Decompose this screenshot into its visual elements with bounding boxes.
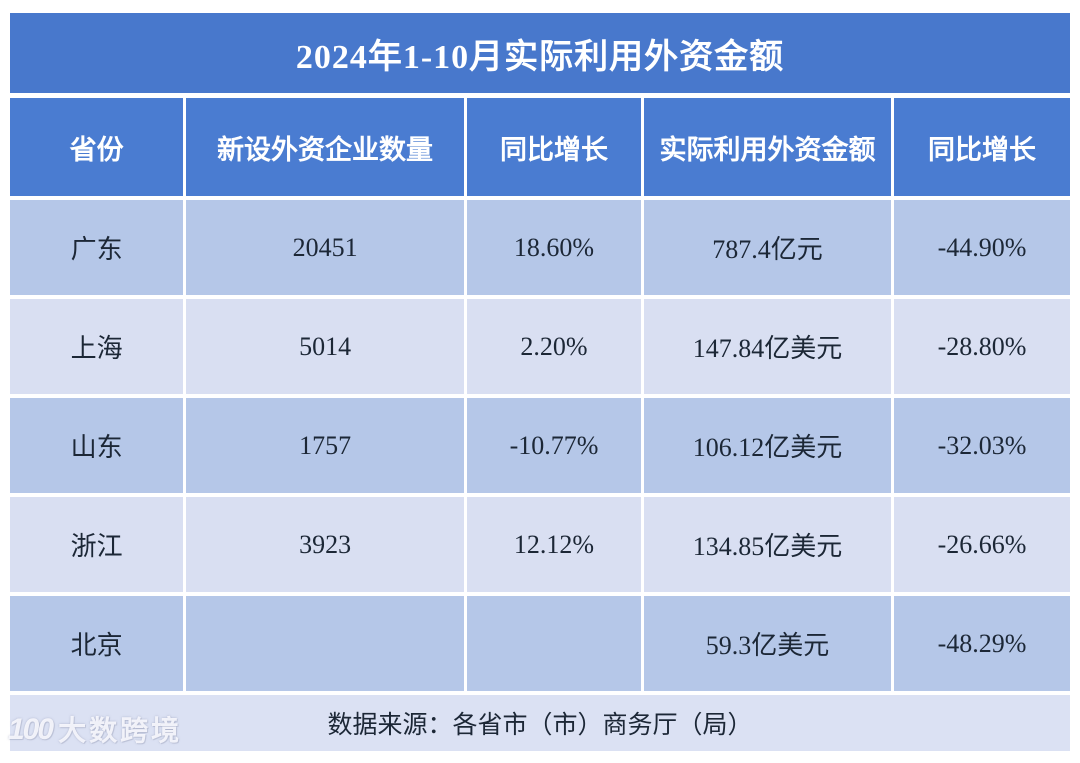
cell-province: 上海 (10, 299, 184, 394)
cell-utilized-capital: 59.3亿美元 (644, 596, 891, 691)
data-source-note: 数据来源：各省市（市）商务厅（局） (10, 695, 1070, 751)
col-header-new-enterprises: 新设外资企业数量 (186, 98, 464, 196)
table-header-row: 省份 新设外资企业数量 同比增长 实际利用外资金额 同比增长 (10, 98, 1071, 196)
cell-province: 浙江 (10, 497, 184, 592)
cell-yoy-growth-capital: -26.66% (893, 497, 1071, 592)
col-header-province: 省份 (10, 98, 184, 196)
cell-new-enterprises (186, 596, 464, 691)
table-row-guangdong: 广东 20451 18.60% 787.4亿元 -44.90% (10, 200, 1071, 295)
cell-utilized-capital: 134.85亿美元 (644, 497, 891, 592)
table-row-shandong: 山东 1757 -10.77% 106.12亿美元 -32.03% (10, 398, 1071, 493)
table-row-zhejiang: 浙江 3923 12.12% 134.85亿美元 -26.66% (10, 497, 1071, 592)
col-header-yoy-growth-capital: 同比增长 (893, 98, 1071, 196)
cell-utilized-capital: 147.84亿美元 (644, 299, 891, 394)
cell-yoy-growth-enterprises: 18.60% (466, 200, 642, 295)
cell-province: 北京 (10, 596, 184, 691)
cell-utilized-capital: 787.4亿元 (644, 200, 891, 295)
cell-new-enterprises: 20451 (186, 200, 464, 295)
cell-yoy-growth-capital: -48.29% (893, 596, 1071, 691)
cell-yoy-growth-capital: -32.03% (893, 398, 1071, 493)
page-title: 2024年1-10月实际利用外资金额 (10, 13, 1070, 93)
col-header-utilized-capital: 实际利用外资金额 (644, 98, 891, 196)
cell-yoy-growth-enterprises: 2.20% (466, 299, 642, 394)
cell-province: 山东 (10, 398, 184, 493)
cell-yoy-growth-enterprises: 12.12% (466, 497, 642, 592)
cell-yoy-growth-capital: -28.80% (893, 299, 1071, 394)
foreign-investment-table: 2024年1-10月实际利用外资金额 省份 新设外资企业数量 同比增长 实际利用… (10, 13, 1071, 751)
cell-new-enterprises: 1757 (186, 398, 464, 493)
table-title-text: 2024年1-10月实际利用外资金额 (295, 38, 785, 76)
cell-yoy-growth-enterprises: -10.77% (466, 398, 642, 493)
cell-utilized-capital: 106.12亿美元 (644, 398, 891, 493)
col-header-yoy-growth-enterprises: 同比增长 (466, 98, 642, 196)
cell-new-enterprises: 5014 (186, 299, 464, 394)
table-row-beijing: 北京 59.3亿美元 -48.29% (10, 596, 1071, 691)
cell-province: 广东 (10, 200, 184, 295)
source-note-text: 数据来源：各省市（市）商务厅（局） (327, 712, 753, 739)
cell-new-enterprises: 3923 (186, 497, 464, 592)
table-row-shanghai: 上海 5014 2.20% 147.84亿美元 -28.80% (10, 299, 1071, 394)
cell-yoy-growth-enterprises (466, 596, 642, 691)
cell-yoy-growth-capital: -44.90% (893, 200, 1071, 295)
